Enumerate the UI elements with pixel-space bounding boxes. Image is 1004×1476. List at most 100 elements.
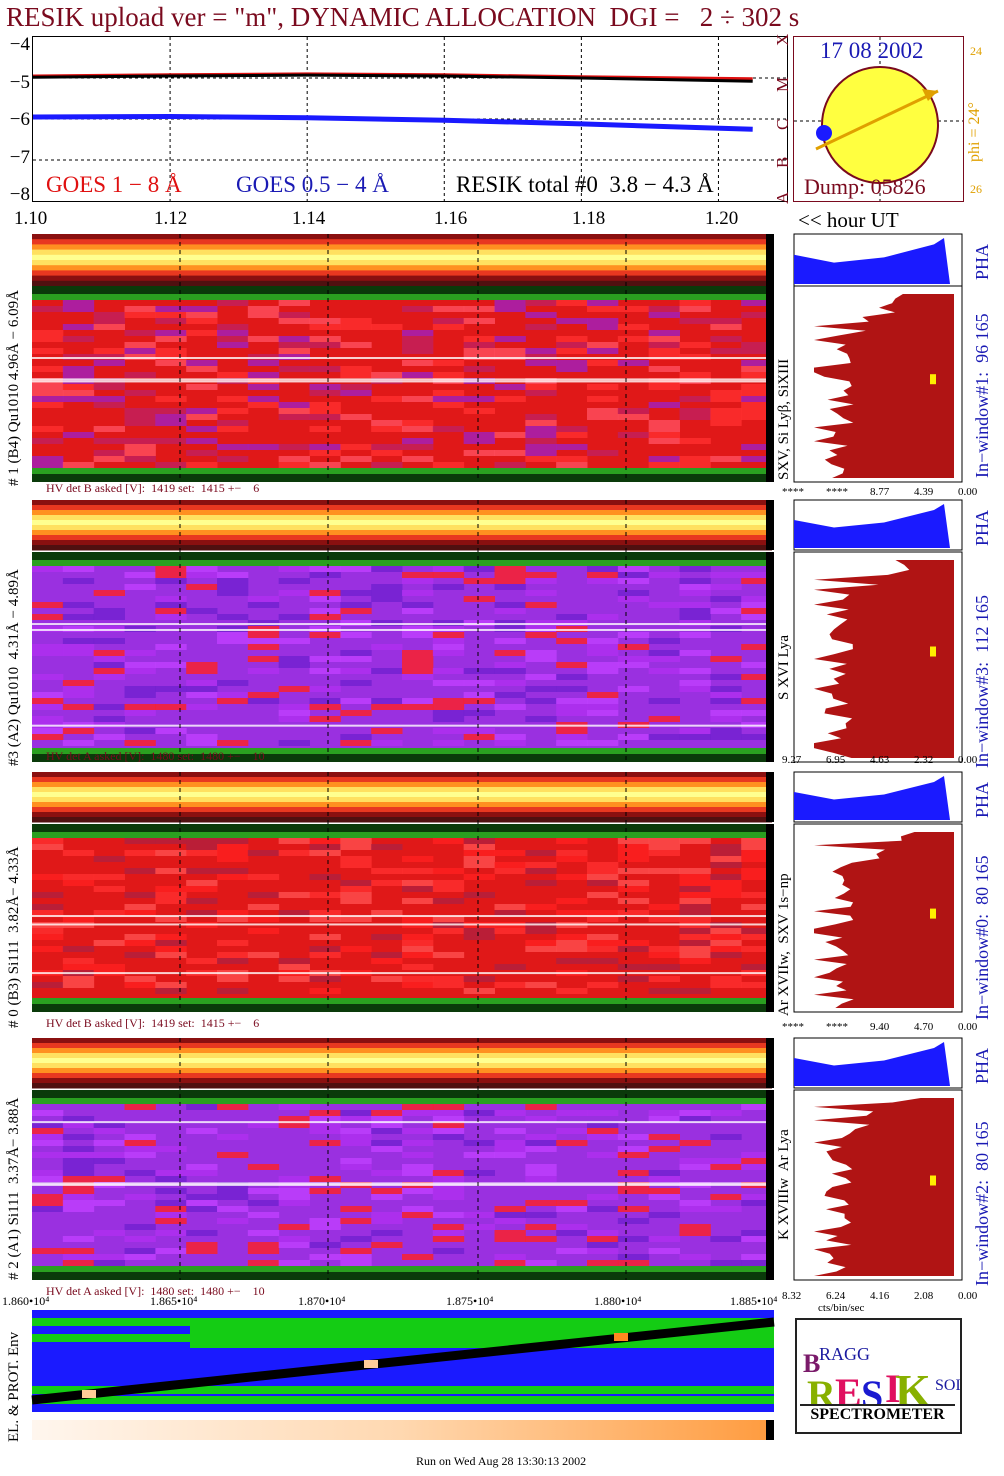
spectrogram-cell <box>93 716 125 722</box>
spectrogram-cell <box>494 680 526 686</box>
spectrogram-cell <box>32 892 64 898</box>
spectrum-band <box>32 530 772 536</box>
spectrogram-cell <box>556 348 588 354</box>
spectrum-band <box>32 260 772 266</box>
spectrogram-cell <box>340 620 372 626</box>
spectrogram-cell <box>710 596 742 602</box>
spectrogram-cell <box>556 1110 588 1116</box>
spectrogram-cell <box>648 342 680 348</box>
spectrogram-cell <box>494 1110 526 1116</box>
spectrogram-cell <box>587 698 619 704</box>
spectrogram-cell <box>309 366 341 372</box>
spectrogram-cell <box>278 976 310 982</box>
spectrogram-cell <box>309 1176 341 1182</box>
spectrogram-cell <box>155 414 187 420</box>
spectrogram-cell <box>155 644 187 650</box>
spectrogram-cell <box>217 850 249 856</box>
spectrogram-cell <box>217 300 249 306</box>
spectrogram-cell <box>32 390 64 396</box>
spectrogram-cell <box>247 312 280 318</box>
spectrogram-cell <box>710 976 742 982</box>
spectrogram-cell <box>340 886 372 892</box>
spectrogram-cell <box>32 844 64 850</box>
spectrogram-cell <box>93 402 125 408</box>
spectrogram-cell <box>710 728 742 734</box>
spectrogram-cell <box>432 650 465 656</box>
spectrogram-cell <box>432 704 465 710</box>
spectrogram-cell <box>648 1176 680 1182</box>
spectrogram-cell <box>679 342 711 348</box>
spectrogram-cell <box>587 710 619 716</box>
pha-axis-tick: **** <box>782 486 804 498</box>
spectrogram-cell <box>679 456 711 462</box>
in-window-0: In−window#0: 80 165 <box>972 855 992 1020</box>
spectrogram-cell <box>432 1230 465 1236</box>
spectrogram-cell <box>309 656 341 662</box>
spectrogram-cell <box>186 312 218 318</box>
spectrogram-cell <box>155 892 187 898</box>
spectrogram-cell <box>525 390 557 396</box>
spectrogram-cell <box>32 982 64 988</box>
spectrogram-cell <box>463 354 495 360</box>
spectrogram-cell <box>525 444 557 450</box>
spectrogram-cell <box>617 964 650 970</box>
spectrogram-cell <box>556 674 588 680</box>
spectrogram-cell <box>62 1170 95 1176</box>
spectrogram-cell <box>155 596 187 602</box>
spectrogram-cell <box>463 892 495 898</box>
spectrogram-cell <box>679 566 711 572</box>
spectrogram-cell <box>32 1176 64 1182</box>
spectrogram-cell <box>587 946 619 952</box>
spectrogram-cell <box>525 716 557 722</box>
spectrogram-cell <box>525 572 557 578</box>
spectrogram-edge <box>32 754 772 762</box>
spectral-lines-2: K XVIIIw Ar Lya <box>776 1129 792 1240</box>
spectrogram-cell <box>62 1188 95 1194</box>
spectrogram-cell <box>93 674 125 680</box>
spectrogram-cell <box>247 916 280 922</box>
spectrogram-cell <box>93 650 125 656</box>
spectrogram-cell <box>217 1218 249 1224</box>
spectrogram-cell <box>494 982 526 988</box>
spectrogram-cell <box>432 426 465 432</box>
spectrogram-cell <box>217 632 249 638</box>
spectrogram-cell <box>155 614 187 620</box>
spectrogram-cell <box>186 566 218 572</box>
spectrogram-cell <box>155 1230 187 1236</box>
spectrogram-cell <box>741 408 773 414</box>
spectrogram-cell <box>402 590 434 596</box>
spectrogram-cell <box>587 408 619 414</box>
spectrogram-cell <box>587 1206 619 1212</box>
spectrogram-edge <box>32 294 772 300</box>
spectrogram-cell <box>155 396 187 402</box>
spectrogram-cell <box>432 462 465 468</box>
spectrogram-cell <box>587 1230 619 1236</box>
spectrogram-cell <box>278 408 310 414</box>
spectrogram-cell <box>402 1206 434 1212</box>
spectrogram-cell <box>710 1110 742 1116</box>
spectrogram-cell <box>432 680 465 686</box>
spectrogram-cell <box>617 686 650 692</box>
spectrogram-cell <box>710 850 742 856</box>
spectrogram-cell <box>62 1164 95 1170</box>
spectrogram-cell <box>648 952 680 958</box>
spectrogram-cell <box>62 982 95 988</box>
spectrogram-cell <box>648 438 680 444</box>
spectrogram-cell <box>32 734 64 740</box>
spectrogram-cell <box>186 306 218 312</box>
pha-label-2: PHA <box>972 1047 992 1084</box>
spectrogram-cell <box>155 662 187 668</box>
spectrogram-cell <box>62 300 95 306</box>
spectrogram-cell <box>679 946 711 952</box>
spectrogram-cell <box>432 1176 465 1182</box>
spectrogram-cell <box>371 728 403 734</box>
spectrogram-cell <box>556 1140 588 1146</box>
pha-window-marker <box>930 374 936 385</box>
spectrogram-cell <box>371 880 403 886</box>
spectrogram-cell <box>525 432 557 438</box>
spectrum-band <box>766 772 774 822</box>
spectrogram-cell <box>648 916 680 922</box>
spectrogram-cell <box>463 668 495 674</box>
spectrogram-cell <box>186 662 218 668</box>
spectrogram-cell <box>340 632 372 638</box>
